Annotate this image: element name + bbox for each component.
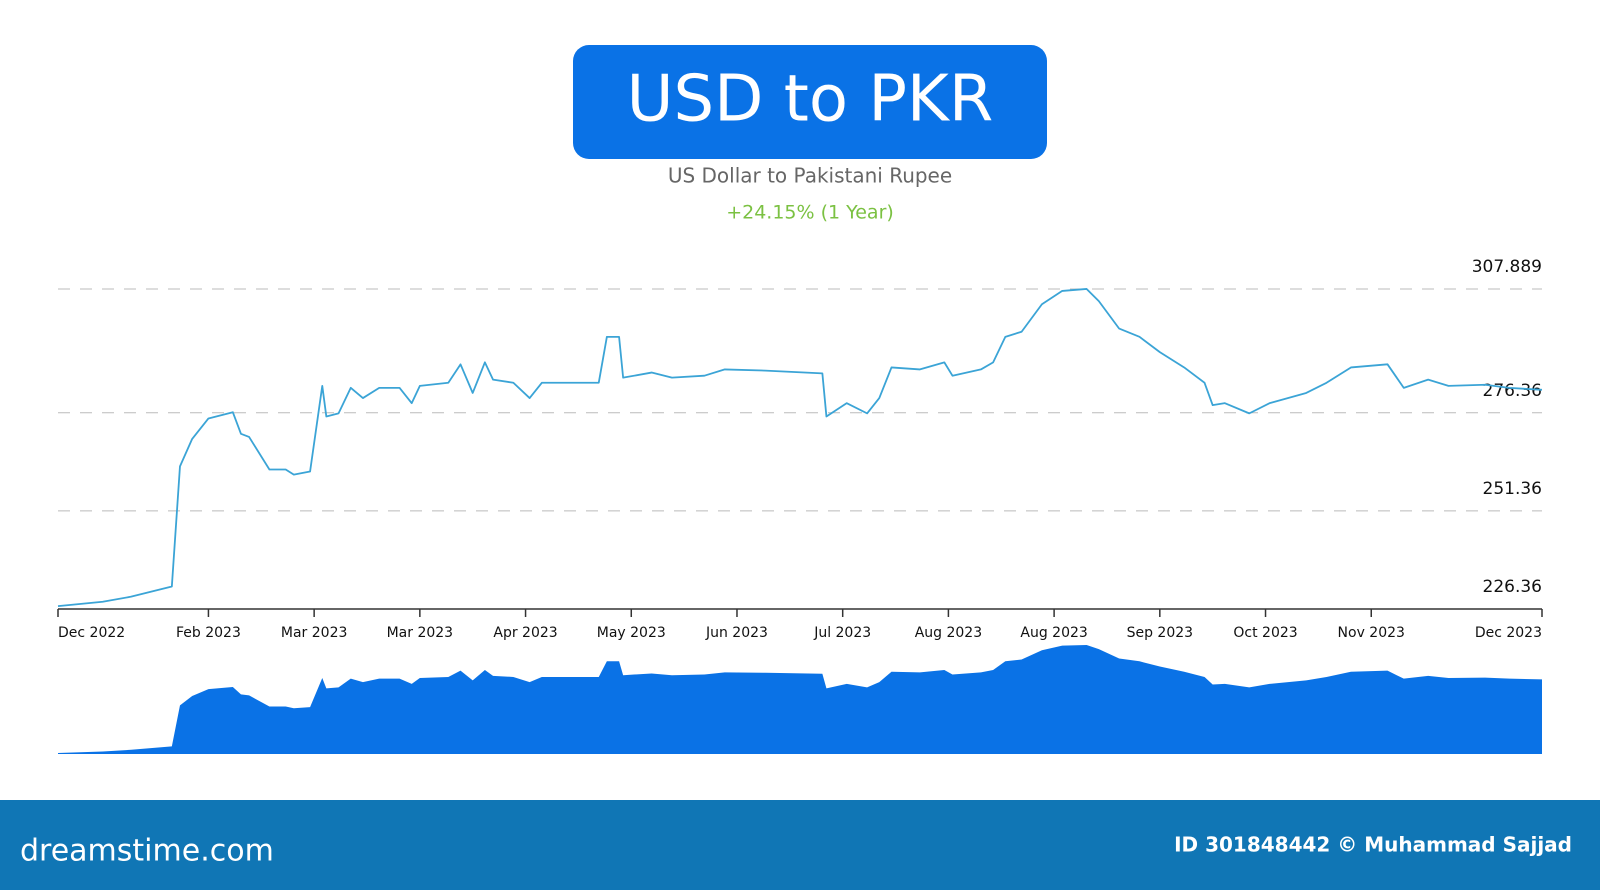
x-tick-label: Dec 2023 xyxy=(1475,625,1542,641)
change-label: +24.15% (1 Year) xyxy=(726,202,894,224)
x-tick-label: Jun 2023 xyxy=(705,625,768,641)
x-tick-label: Nov 2023 xyxy=(1338,625,1405,641)
x-tick-label: Aug 2023 xyxy=(1020,625,1087,641)
x-tick-label: Apr 2023 xyxy=(493,625,557,641)
y-tick-label: 251.36 xyxy=(1483,479,1542,499)
x-tick-label: Dec 2022 xyxy=(58,625,125,641)
chart-title: USD to PKR xyxy=(627,63,994,137)
x-tick-label: Aug 2023 xyxy=(915,625,982,641)
x-tick-label: Feb 2023 xyxy=(176,625,241,641)
title-box xyxy=(573,45,1047,159)
x-tick-label: May 2023 xyxy=(597,625,666,641)
navigator-area xyxy=(58,644,1542,754)
x-tick-label: Sep 2023 xyxy=(1127,625,1193,641)
price-line xyxy=(57,288,1543,607)
x-tick-label: Mar 2023 xyxy=(281,625,348,641)
y-tick-label: 307.889 xyxy=(1472,257,1542,277)
footer-logo: dreamstime.com xyxy=(20,834,274,869)
y-tick-label: 276.36 xyxy=(1483,381,1542,401)
x-tick-label: Mar 2023 xyxy=(387,625,454,641)
footer-bar xyxy=(0,800,1600,890)
subtitle: US Dollar to Pakistani Rupee xyxy=(668,164,952,188)
x-tick-label: Jul 2023 xyxy=(813,625,871,641)
y-tick-label: 226.36 xyxy=(1483,577,1542,597)
x-tick-label: Oct 2023 xyxy=(1233,625,1297,641)
footer-credit: ID 301848442 © Muhammad Sajjad xyxy=(1174,833,1572,857)
